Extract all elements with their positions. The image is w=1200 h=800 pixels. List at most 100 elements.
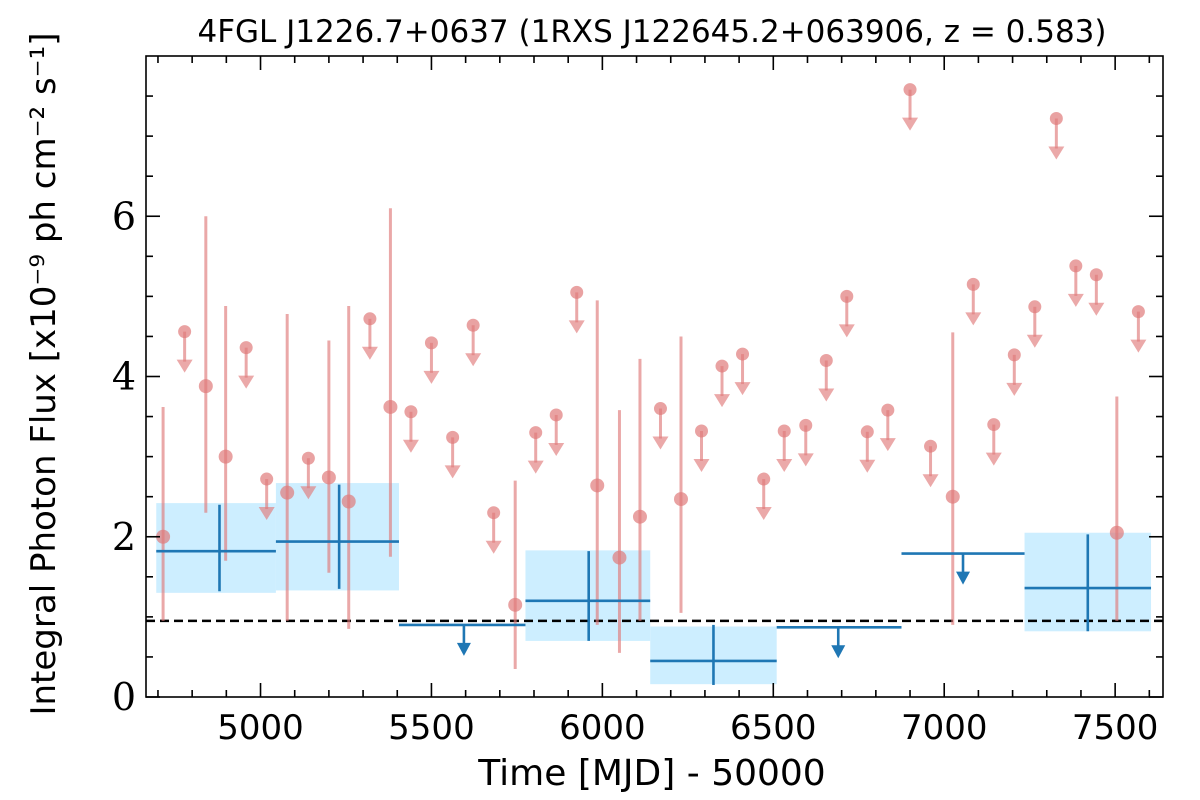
short-upper-limit-arrow [568, 320, 585, 334]
short-upper-limit-point [487, 506, 501, 520]
short-upper-limit-arrow [879, 438, 896, 452]
short-upper-limit-arrow [1088, 302, 1105, 316]
short-upper-limit-point [1007, 348, 1021, 362]
short-bin-series [156, 83, 1147, 669]
short-upper-limit-arrow [402, 439, 419, 453]
short-upper-limit-arrow [1130, 339, 1147, 353]
short-upper-limit-arrow [1067, 293, 1084, 307]
short-upper-limit-arrow [902, 117, 919, 131]
axis-ticks [146, 56, 1163, 698]
short-upper-limit-point [1028, 300, 1042, 314]
y-tick-label: 4 [112, 355, 136, 399]
x-tick-label: 5000 [217, 708, 304, 748]
short-upper-limit-arrow [693, 458, 710, 472]
short-upper-limit-arrow [734, 382, 751, 396]
short-upper-limit-point [860, 425, 874, 439]
short-upper-limit-arrow [465, 353, 482, 367]
short-upper-limit-arrow [985, 452, 1002, 466]
x-tick-label: 6500 [730, 708, 817, 748]
short-upper-limit-arrow [776, 458, 793, 472]
short-upper-limit-arrow [965, 312, 982, 326]
short-upper-limit-arrow [361, 346, 378, 360]
plot-frame [145, 55, 1164, 698]
short-upper-limit-point [987, 418, 1001, 432]
long-upper-limit-arrow [456, 642, 471, 656]
short-upper-limit-point [549, 408, 563, 422]
x-axis-label: Time [MJD] - 50000 [477, 753, 825, 794]
short-upper-limit-point [466, 318, 480, 332]
short-upper-limit-point [1089, 268, 1103, 282]
tick-labels: 5000 5500 6000 6500 7000 7500 0 2 4 6 [112, 194, 1159, 748]
short-upper-limit-point [924, 439, 938, 453]
short-upper-limit-point [260, 472, 274, 486]
short-upper-limit-point [799, 418, 813, 432]
long-bin-bands [156, 483, 1152, 685]
short-detection-point [383, 399, 398, 414]
short-upper-limit-arrow [714, 394, 731, 408]
short-detection-point [198, 379, 213, 394]
short-upper-limit-point [840, 289, 854, 303]
short-upper-limit-point [446, 430, 460, 444]
short-upper-limit-point [819, 353, 833, 367]
long-bin-band [156, 503, 276, 593]
short-upper-limit-point [1069, 259, 1083, 273]
long-bin-series [156, 484, 1152, 685]
short-upper-limit-point [966, 277, 980, 291]
short-upper-limit-arrow [755, 507, 772, 521]
short-upper-limit-point [777, 424, 791, 438]
long-bin-band [275, 483, 399, 591]
short-detection-point [590, 478, 605, 493]
short-upper-limit-arrow [1006, 382, 1023, 396]
short-detection-point [218, 449, 233, 464]
long-upper-limit-arrow [956, 571, 971, 585]
short-upper-limit-point [757, 472, 771, 486]
x-tick-label: 5500 [388, 708, 475, 748]
short-upper-limit-point [653, 402, 667, 416]
short-upper-limit-arrow [797, 453, 814, 467]
short-detection-point [945, 489, 960, 504]
short-upper-limit-arrow [652, 436, 669, 450]
short-upper-limit-arrow [300, 486, 317, 500]
short-detection-point [632, 509, 647, 524]
chart-title: 4FGL J1226.7+0637 (1RXS J122645.2+063906… [197, 14, 1106, 50]
short-upper-limit-arrow [176, 359, 193, 373]
short-upper-limit-point [903, 83, 917, 97]
short-upper-limit-point [881, 403, 895, 417]
short-upper-limit-point [424, 336, 438, 350]
y-axis-label: Integral Photon Flux [x10⁻⁹ ph cm⁻² s⁻¹] [24, 32, 64, 715]
short-upper-limit-point [570, 285, 584, 299]
short-detection-point [612, 550, 627, 565]
short-upper-limit-point [695, 424, 709, 438]
short-upper-limit-point [404, 405, 418, 419]
y-tick-label: 6 [112, 194, 136, 238]
short-upper-limit-arrow [838, 324, 855, 338]
short-upper-limit-point [363, 312, 377, 326]
short-detection-point [280, 485, 295, 500]
short-upper-limit-point [1049, 111, 1063, 125]
y-tick-label: 0 [112, 675, 136, 719]
short-upper-limit-arrow [1026, 334, 1043, 348]
title-main: 4FGL J1226.7+0637 (1RXS J122645.2+063906… [197, 14, 1106, 50]
short-upper-limit-arrow [444, 465, 461, 479]
short-upper-limit-point [239, 341, 253, 355]
short-upper-limit-point [529, 426, 543, 440]
short-upper-limit-point [736, 347, 750, 361]
x-tick-label: 7000 [901, 708, 988, 748]
short-upper-limit-arrow [818, 388, 835, 402]
short-detection-point [508, 597, 523, 612]
short-upper-limit-arrow [485, 540, 502, 554]
x-tick-label: 7500 [1072, 708, 1159, 748]
short-upper-limit-arrow [258, 507, 275, 521]
short-upper-limit-arrow [423, 370, 440, 384]
short-upper-limit-arrow [527, 460, 544, 474]
short-upper-limit-arrow [1048, 146, 1065, 160]
y-tick-label: 2 [112, 515, 136, 559]
short-upper-limit-arrow [859, 459, 876, 473]
short-detection-point [341, 494, 356, 509]
short-upper-limit-point [301, 451, 315, 465]
short-detection-point [1109, 525, 1124, 540]
short-upper-limit-point [178, 325, 192, 339]
short-detection-point [156, 529, 171, 544]
short-upper-limit-arrow [238, 375, 255, 389]
